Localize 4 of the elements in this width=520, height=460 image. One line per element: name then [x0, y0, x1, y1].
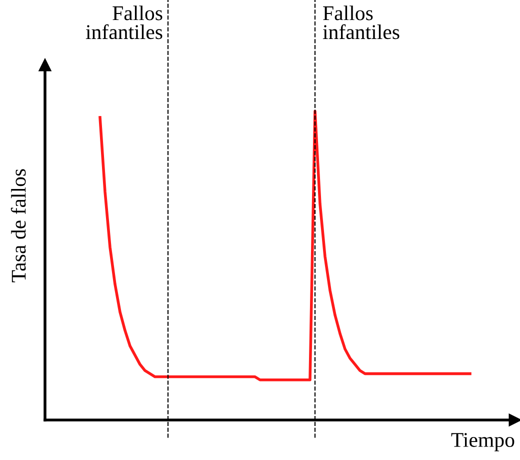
text: Fallos infantiles — [86, 6, 162, 40]
text: Fallos infantiles — [322, 6, 400, 40]
x-axis-title: Tiempo — [451, 433, 514, 452]
y-axis-title: Tasa de fallos — [10, 169, 26, 282]
